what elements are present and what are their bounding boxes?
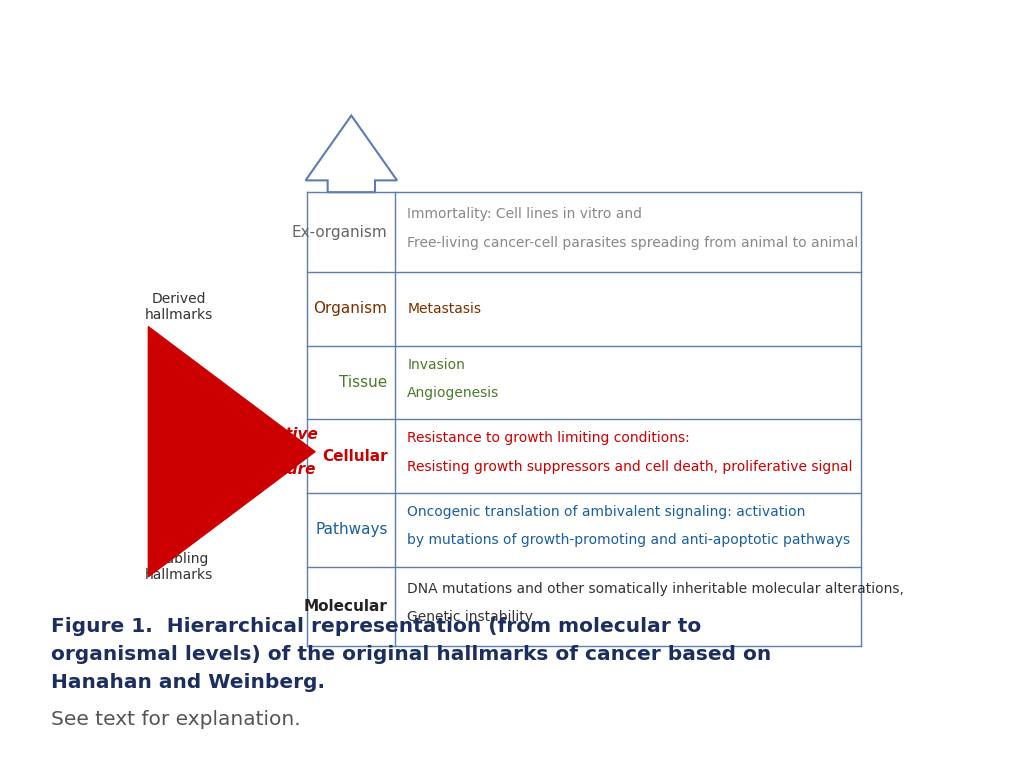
Text: Oncogenic translation of ambivalent signaling: activation: Oncogenic translation of ambivalent sign…: [407, 505, 805, 519]
Text: Organism: Organism: [314, 301, 388, 316]
Text: Figure 1.  Hierarchical representation (from molecular to
organismal levels) of : Figure 1. Hierarchical representation (f…: [51, 617, 772, 692]
Text: Driver
hallmark: Driver hallmark: [148, 440, 209, 470]
Text: Tissue: Tissue: [339, 375, 388, 390]
Polygon shape: [305, 116, 397, 192]
Text: Molecular: Molecular: [303, 599, 388, 614]
Text: Resisting growth suppressors and cell death, proliferative signal: Resisting growth suppressors and cell de…: [407, 460, 853, 473]
Text: Resistance to growth limiting conditions:: Resistance to growth limiting conditions…: [407, 431, 690, 446]
Text: Immortality: Cell lines in vitro and: Immortality: Cell lines in vitro and: [407, 208, 642, 221]
Text: DNA mutations and other somatically inheritable molecular alterations,: DNA mutations and other somatically inhe…: [407, 582, 904, 596]
Text: See text for explanation.: See text for explanation.: [51, 710, 300, 729]
Text: Selective: Selective: [239, 427, 319, 441]
Text: Invasion: Invasion: [407, 358, 465, 372]
Text: Ex-organism: Ex-organism: [292, 224, 388, 240]
Text: Angiogenesis: Angiogenesis: [407, 386, 500, 400]
Text: Pathways: Pathways: [316, 522, 388, 538]
Text: Genetic instability: Genetic instability: [407, 611, 533, 624]
Text: Derived
hallmarks: Derived hallmarks: [145, 292, 213, 322]
Text: Metastasis: Metastasis: [407, 302, 482, 316]
Text: Cellular: Cellular: [322, 449, 388, 463]
Text: Free-living cancer-cell parasites spreading from animal to animal: Free-living cancer-cell parasites spread…: [407, 236, 858, 250]
Text: by mutations of growth-promoting and anti-apoptotic pathways: by mutations of growth-promoting and ant…: [407, 533, 850, 548]
Text: Enabling
hallmarks: Enabling hallmarks: [145, 552, 213, 582]
Text: Pressure: Pressure: [241, 462, 317, 477]
